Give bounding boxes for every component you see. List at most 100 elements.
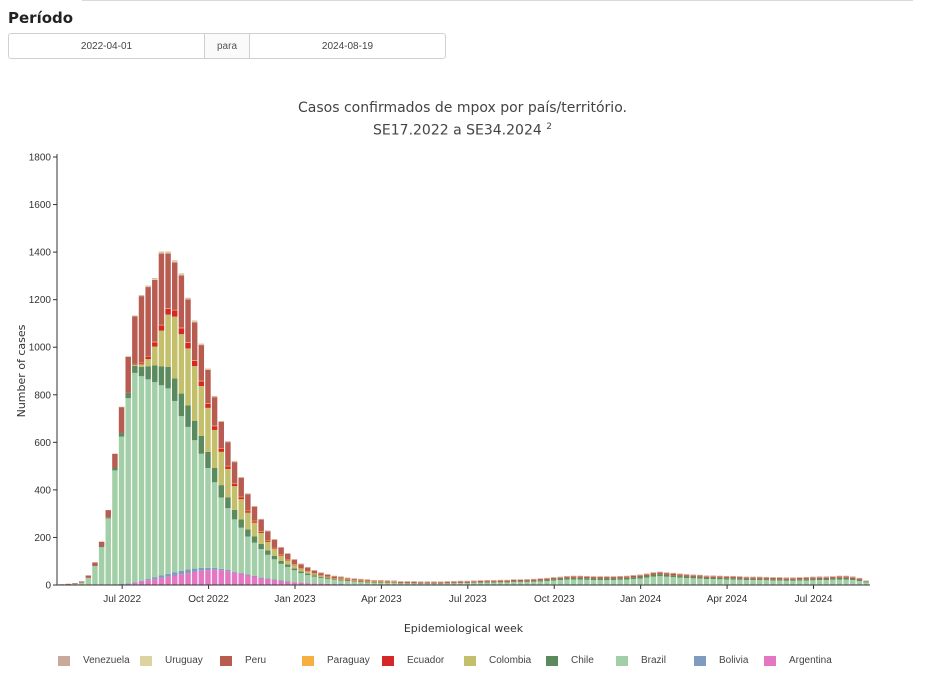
bar-ecuador-106: [763, 578, 770, 579]
bar-venezuela-22: [205, 368, 211, 370]
bar-bolivia-31: [265, 578, 271, 580]
bar-brazil-74: [550, 580, 557, 585]
bar-argentina-30: [258, 577, 264, 585]
bar-ecuador-99: [717, 577, 723, 578]
bar-chile-42: [338, 579, 344, 581]
bar-brazil-27: [238, 527, 244, 573]
legend-swatch: [694, 655, 706, 666]
bar-peru-18: [178, 275, 185, 328]
bar-ecuador-54: [417, 582, 424, 584]
bar-colombia-15: [158, 330, 165, 367]
bar-peru-92: [670, 573, 677, 575]
bar-brazil-66: [497, 582, 504, 585]
bar-peru-101: [730, 576, 736, 578]
bar-chile-22: [205, 451, 211, 469]
bar-paraguay-46: [364, 580, 371, 582]
bar-venezuela-51: [398, 581, 404, 582]
legend-swatch: [382, 655, 394, 666]
bar-chile-7: [105, 517, 111, 519]
bar-venezuela-17: [172, 260, 178, 262]
bar-peru-28: [245, 493, 251, 511]
bar-brazil-67: [504, 582, 510, 585]
bar-paraguay-49: [384, 581, 391, 583]
bar-peru-106: [763, 577, 770, 579]
bar-brazil-48: [378, 582, 384, 585]
bar-brazil-68: [511, 582, 517, 585]
bar-ecuador-33: [278, 554, 284, 556]
bar-chile-13: [145, 366, 151, 380]
bar-brazil-117: [836, 579, 843, 585]
bar-venezuela-95: [690, 574, 696, 576]
bar-chile-119: [850, 578, 856, 580]
bar-ecuador-100: [723, 577, 730, 578]
bar-chile-85: [624, 577, 630, 580]
bar-venezuela-54: [417, 581, 424, 583]
y-tick-label: 600: [34, 438, 51, 449]
legend-item-bolivia[interactable]: Bolivia: [694, 655, 764, 666]
top-divider: [82, 0, 913, 1]
bar-ecuador-51: [398, 582, 404, 583]
bar-uruguay-9: [118, 406, 125, 408]
legend-item-ecuador[interactable]: Ecuador: [382, 655, 464, 666]
bar-peru-98: [710, 575, 716, 577]
bar-ecuador-77: [570, 577, 577, 578]
bar-brazil-12: [138, 376, 145, 581]
bar-brazil-119: [850, 580, 856, 585]
bar-venezuela-93: [677, 573, 683, 575]
bar-colombia-28: [245, 512, 251, 530]
bar-uruguay-23: [211, 396, 218, 398]
bar-brazil-5: [92, 565, 98, 585]
legend-item-peru[interactable]: Peru: [220, 655, 302, 666]
legend-item-venezuela[interactable]: Venezuela: [58, 655, 140, 666]
legend-item-brazil[interactable]: Brazil: [616, 655, 694, 666]
bar-venezuela-78: [577, 575, 583, 577]
bar-brazil-37: [304, 575, 311, 584]
bar-ecuador-82: [604, 577, 610, 579]
y-tick-label: 0: [45, 581, 51, 592]
bar-ecuador-30: [258, 531, 264, 533]
bar-chile-77: [570, 577, 577, 580]
chart-title-period: SE17.2022 a SE34.2024: [373, 122, 542, 139]
bar-colombia-39: [318, 575, 324, 577]
bar-ecuador-15: [158, 325, 165, 331]
bar-peru-103: [743, 577, 750, 579]
bar-brazil-70: [524, 581, 530, 585]
bar-chile-17: [172, 378, 178, 401]
bar-ecuador-89: [650, 573, 657, 575]
bar-bolivia-23: [211, 567, 218, 570]
bar-venezuela-27: [238, 477, 244, 478]
legend-item-colombia[interactable]: Colombia: [464, 655, 546, 666]
bar-bolivia-24: [218, 568, 224, 571]
legend-item-argentina[interactable]: Argentina: [764, 655, 844, 666]
bar-ecuador-105: [756, 578, 763, 579]
x-tick-label: Apr 2023: [361, 594, 402, 605]
bar-venezuela-107: [770, 577, 776, 578]
bar-uruguay-21: [198, 344, 205, 346]
bar-paraguay-42: [338, 578, 344, 580]
bar-peru-49: [384, 580, 391, 582]
bar-chile-92: [670, 575, 677, 578]
legend-item-uruguay[interactable]: Uruguay: [140, 655, 220, 666]
bar-venezuela-53: [411, 581, 417, 582]
start-date-input[interactable]: [9, 34, 204, 58]
bar-peru-86: [630, 575, 637, 577]
bar-chile-88: [643, 575, 650, 578]
bar-chile-118: [843, 577, 849, 580]
bar-venezuela-99: [717, 575, 723, 577]
bar-ecuador-53: [411, 582, 417, 583]
bar-ecuador-74: [550, 578, 557, 579]
legend-item-paraguay[interactable]: Paraguay: [302, 655, 382, 666]
bar-ecuador-102: [737, 577, 743, 579]
bar-venezuela-42: [338, 576, 344, 578]
legend-item-chile[interactable]: Chile: [546, 655, 616, 666]
bar-paraguay-22: [205, 403, 211, 404]
bar-venezuela-79: [584, 575, 590, 577]
bar-brazil-113: [810, 580, 816, 585]
end-date-input[interactable]: [250, 34, 445, 58]
bar-ecuador-75: [557, 577, 564, 579]
bar-ecuador-58: [444, 582, 451, 583]
bar-ecuador-83: [610, 577, 617, 579]
bar-chile-84: [617, 577, 623, 580]
bar-brazil-49: [384, 582, 391, 585]
bar-argentina-19: [185, 573, 191, 585]
